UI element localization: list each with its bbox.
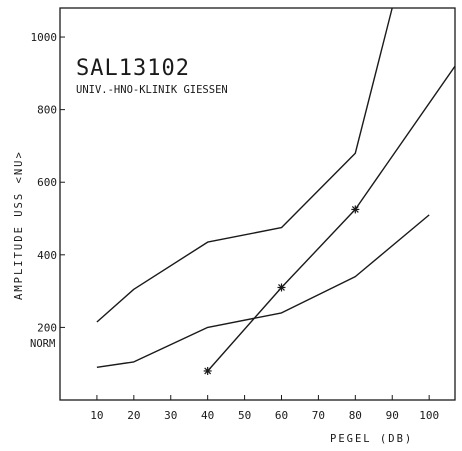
chart-title: SAL13102 [76, 56, 190, 81]
y-tick-label: 200 [37, 321, 57, 334]
star-marker [351, 205, 360, 214]
series-line-2 [96, 214, 430, 368]
chart-subtitle: UNIV.-HNO-KLINIK GIESSEN [76, 84, 228, 96]
x-tick-label: 70 [312, 409, 325, 422]
x-tick-label: 40 [201, 409, 214, 422]
x-tick-label: 50 [238, 409, 251, 422]
x-tick-label: 60 [275, 409, 288, 422]
y-tick-label: 400 [37, 249, 57, 262]
y-tick-label: 800 [37, 104, 57, 117]
y-tick-label: 1000 [31, 31, 58, 44]
series-line-1 [96, 8, 393, 323]
x-tick-label: 30 [164, 409, 177, 422]
y-tick-label: 600 [37, 176, 57, 189]
norm-label: NORM [30, 338, 55, 350]
x-tick-label: 80 [349, 409, 362, 422]
y-axis-label: AMPLITUDE USS <NU> [13, 150, 25, 300]
x-tick-label: 100 [419, 409, 439, 422]
x-tick-label: 10 [90, 409, 103, 422]
x-tick-label: 90 [386, 409, 399, 422]
plot-frame [59, 7, 456, 401]
x-axis-label: PEGEL (DB) [330, 433, 413, 445]
x-tick-label: 20 [127, 409, 140, 422]
star-marker [277, 283, 286, 292]
series-line-3 [207, 65, 455, 372]
star-marker [203, 366, 212, 375]
